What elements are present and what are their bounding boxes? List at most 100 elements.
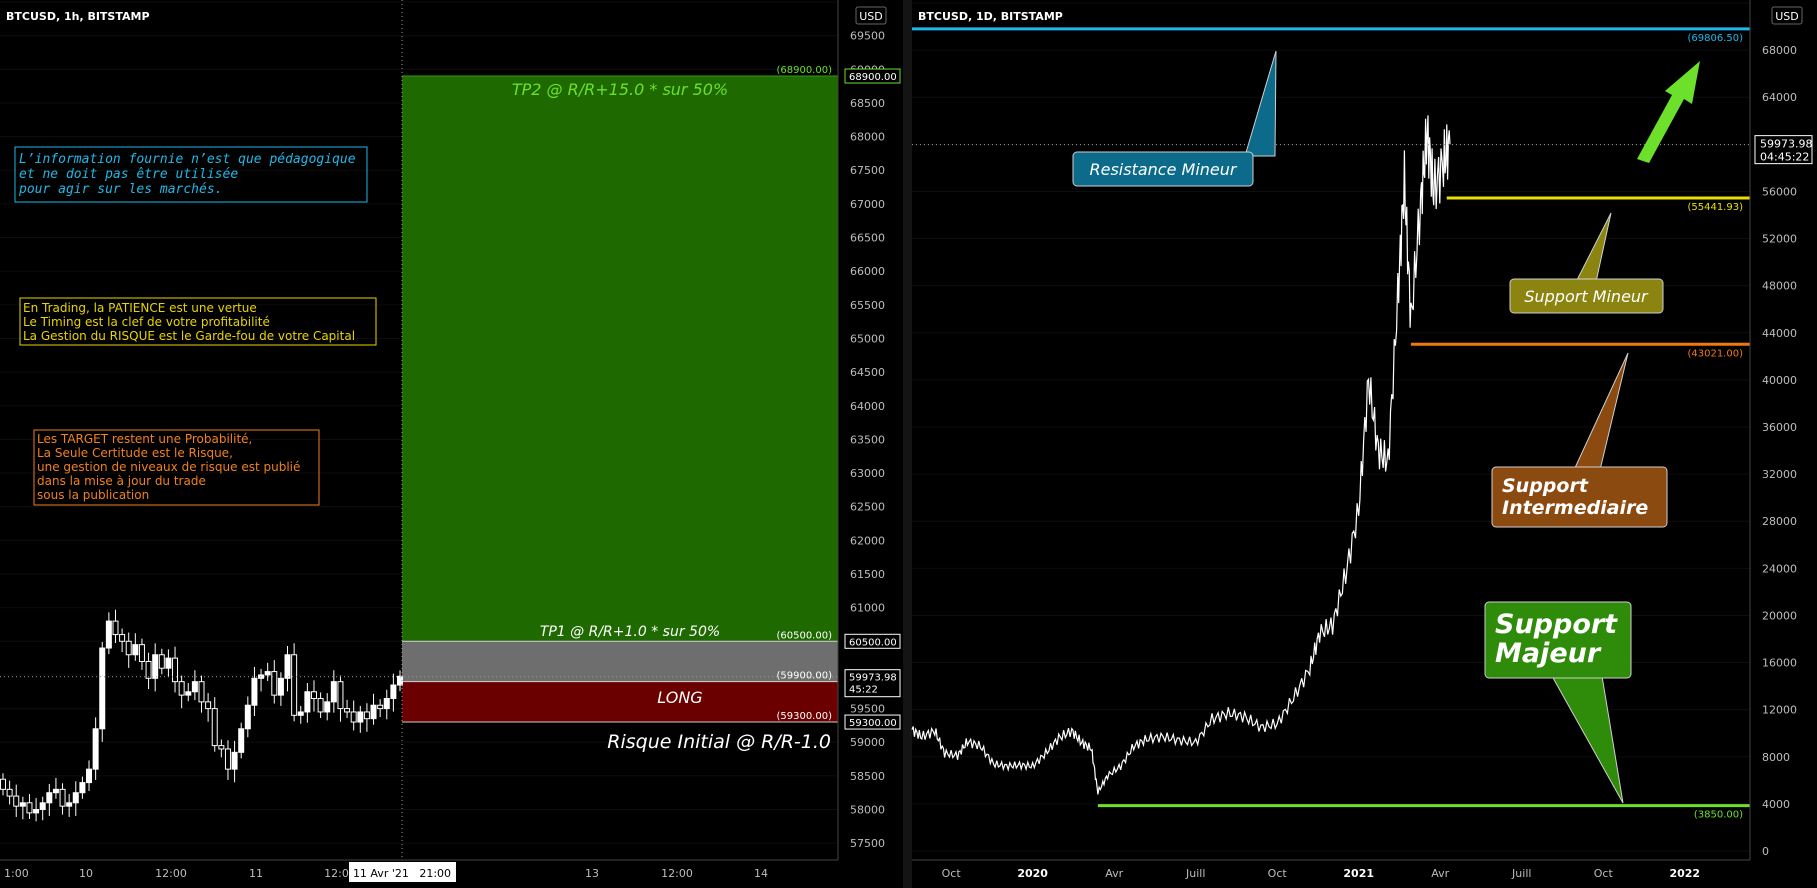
right-x-tick-label: Juill (1185, 867, 1205, 880)
target-note-line-5: sous la publication (37, 488, 149, 502)
candle (105, 612, 112, 655)
candle (324, 693, 331, 721)
stop-loss-zone[interactable] (402, 681, 838, 723)
right-y-tick-label: 12000 (1762, 704, 1797, 717)
candle (119, 628, 126, 653)
support-mineur-callout[interactable]: Support Mineur (1509, 212, 1664, 314)
support-intermediaire-callout-line-2: Intermediaire (1502, 497, 1648, 519)
info-note[interactable]: L’information fournie n’est que pédagogi… (14, 146, 368, 203)
candle (344, 699, 351, 719)
tp1-label: TP1 @ R/R+1.0 * sur 50% (540, 624, 720, 640)
left-x-tick-label: 11 (249, 867, 263, 880)
right-x-tick-label: Oct (1268, 867, 1288, 880)
right-chart-panel[interactable]: (69806.50)(55441.93)(43021.00)(3850.00) … (911, 0, 1813, 880)
target-note[interactable]: Les TARGET restent une Probabilité, La S… (33, 429, 320, 506)
tp2-profit-zone[interactable] (402, 76, 838, 642)
patience-note-line-2: Le Timing est la clef de votre profitabi… (23, 315, 270, 329)
left-y-tick-label: 64000 (850, 400, 885, 413)
left-y-tick-label: 69500 (850, 30, 885, 43)
candle (13, 784, 20, 817)
svg-text:68900.00: 68900.00 (849, 72, 897, 83)
right-gridlines (912, 2, 1750, 852)
panel-divider[interactable] (903, 0, 912, 888)
left-x-axis[interactable]: 1:00 10 12:00 11 12:00 13 12:00 14 (4, 867, 768, 880)
candle (158, 648, 165, 675)
patience-note[interactable]: En Trading, la PATIENCE est une vertue L… (19, 297, 377, 346)
crosshair-time-badge: 11 Avr '21 21:00 (349, 862, 456, 882)
left-y-tick-label: 62500 (850, 501, 885, 514)
candle (224, 740, 231, 780)
candle (125, 632, 132, 668)
left-y-tick-label: 57500 (850, 837, 885, 850)
support-majeur-callout[interactable]: Support Majeur (1484, 601, 1632, 804)
candle (377, 699, 384, 717)
left-y-tick-label: 63000 (850, 467, 885, 480)
right-x-tick-label: 2021 (1343, 867, 1374, 880)
left-x-tick-label: 13 (585, 867, 599, 880)
candle-countdown: 04:45:22 (1760, 151, 1809, 164)
support-resistance-lines (912, 27, 1750, 808)
candle (390, 673, 397, 712)
candle (264, 662, 271, 681)
level-label-support-mineur: (55441.93) (1687, 202, 1743, 213)
right-currency-badge[interactable]: USD (1771, 6, 1803, 25)
left-y-tick-label: 67500 (850, 164, 885, 177)
left-y-tick-label: 61000 (850, 602, 885, 615)
right-y-tick-label: 8000 (1762, 751, 1790, 764)
info-note-line-3: pour agir sur les marchés. (18, 182, 223, 197)
right-x-tick-label: Juill (1511, 867, 1531, 880)
candle (145, 652, 152, 690)
candle (231, 740, 238, 783)
long-label: LONG (657, 688, 702, 707)
resistance-callout[interactable]: Resistance Mineur (1072, 50, 1277, 187)
candle (19, 796, 26, 820)
right-y-tick-label: 68000 (1762, 44, 1797, 57)
right-y-tick-label: 44000 (1762, 327, 1797, 340)
axis-tag-tp2: 68900.00 (844, 68, 901, 84)
candle (185, 683, 192, 702)
right-y-tick-label: 32000 (1762, 468, 1797, 481)
right-x-axis[interactable]: Oct 2020 Avr Juill Oct 2021 Avr Juill Oct 2022 (942, 867, 1700, 880)
resistance-callout-label: Resistance Mineur (1090, 160, 1238, 179)
support-intermediaire-callout-line-1: Support (1502, 475, 1589, 497)
svg-text:59300.00: 59300.00 (849, 718, 897, 729)
left-y-tick-label: 68500 (850, 97, 885, 110)
svg-text:60500.00: 60500.00 (849, 637, 897, 648)
right-y-axis[interactable]: 0 4000 8000 12000 16000 20000 24000 28000 32000 3… (1762, 44, 1797, 858)
support-intermediaire-callout[interactable]: Support Intermediaire (1491, 352, 1668, 528)
left-currency-badge[interactable]: USD (855, 6, 887, 25)
left-chart-panel[interactable]: TP2 @ R/R+15.0 * sur 50% TP1 @ R/R+1.0 *… (0, 0, 901, 882)
left-currency-label: USD (859, 10, 883, 23)
support-majeur-callout-line-1: Support (1495, 609, 1618, 640)
candle (284, 646, 291, 692)
target-note-line-1: Les TARGET restent une Probabilité, (37, 432, 252, 446)
candle (198, 675, 205, 713)
right-y-tick-label: 52000 (1762, 233, 1797, 246)
candle (383, 689, 390, 720)
right-x-tick-label: 2020 (1017, 867, 1048, 880)
candle (86, 760, 93, 792)
tp1-profit-zone[interactable] (402, 641, 838, 682)
candle (363, 703, 370, 732)
level-label-support-majeur: (3850.00) (1694, 810, 1743, 821)
right-x-tick-label: 2022 (1669, 867, 1700, 880)
upward-target-arrow (1637, 61, 1700, 163)
right-x-tick-label: Avr (1105, 867, 1123, 880)
candle (46, 783, 53, 816)
left-y-tick-label: 62000 (850, 534, 885, 547)
left-y-tick-label: 58000 (850, 804, 885, 817)
right-x-tick-label: Avr (1431, 867, 1449, 880)
left-y-tick-label: 66500 (850, 232, 885, 245)
candle (66, 794, 73, 817)
patience-note-line-3: La Gestion du RISQUE est le Garde-fou de… (23, 329, 355, 343)
right-chart-title: BTCUSD, 1D, BITSTAMP (918, 10, 1063, 23)
left-y-tick-label: 65000 (850, 332, 885, 345)
level-label-entry: (59900.00) (776, 671, 832, 682)
candle (297, 705, 304, 724)
left-level-lines (402, 75, 838, 723)
candle (317, 692, 324, 719)
support-majeur-callout-line-2: Majeur (1495, 638, 1602, 669)
left-y-tick-label: 59500 (850, 703, 885, 716)
